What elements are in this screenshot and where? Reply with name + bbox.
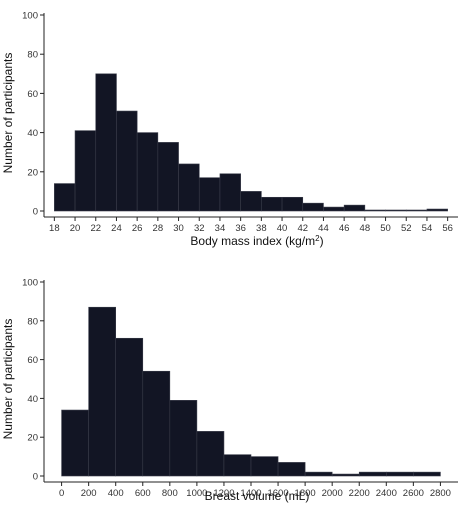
x-tick-label: 24 [111,223,122,234]
x-tick-label: 48 [360,223,371,234]
x-tick-label: 20 [70,223,81,234]
x-tick-label: 800 [162,488,178,499]
histogram-bar [169,400,198,477]
histogram-bar [302,202,324,212]
histogram-bar [277,462,306,477]
y-tick-label: 40 [27,128,38,139]
x-tick-label: 1600 [267,488,288,499]
histogram-bar [157,142,179,212]
x-tick-label: 46 [339,223,350,234]
histogram-bar [281,196,304,212]
x-tick-label: 36 [235,223,246,234]
histogram-bar [116,110,138,212]
histogram-bar [74,130,97,212]
y-tick-label: 60 [27,89,38,100]
histogram-bar [426,208,448,212]
x-tick-label: 200 [81,488,97,499]
histogram-bar [385,471,414,477]
y-axis-label: Number of participants [1,319,15,440]
x-tick-label: 34 [215,223,226,234]
y-tick-label: 40 [27,394,38,405]
histogram-bar [413,471,441,477]
x-tick-label: 1800 [295,488,316,499]
chart-panel-1: 0 20 40 60 80 100 18 20 22 24 26 28 30 32 34 36 38 40 42 44… [1,11,458,249]
y-tick-label: 100 [22,11,38,22]
x-tick-label: 26 [132,223,143,234]
histogram-bar [196,431,225,477]
x-tick-label: 600 [135,488,151,499]
histogram-bar [115,337,144,477]
x-axis-label: Body mass index (kg/m2) [190,234,323,249]
y-tick-label: 0 [33,207,38,218]
histogram-bar [198,177,221,212]
x-tick-label: 22 [90,223,101,234]
histogram-bar [219,173,241,212]
x-tick-label: 42 [297,223,308,234]
histogram-bar [88,306,117,477]
x-tick-label: 1000 [186,488,207,499]
x-tick-label: 50 [380,223,391,234]
histogram-bar [223,454,252,477]
histogram-bar [95,73,117,212]
histogram-bar [142,370,171,477]
y-tick-label: 100 [22,278,38,289]
x-tick-label: 54 [422,223,433,234]
histogram-bar [343,204,366,212]
x-tick-label: 56 [442,223,453,234]
histogram-bar [61,409,89,477]
histogram-bar [178,163,200,212]
histogram-bar [323,206,345,212]
y-tick-label: 80 [27,316,38,327]
y-tick-label: 80 [27,50,38,61]
x-tick-label: 0 [59,488,64,499]
x-tick-label: 30 [173,223,184,234]
x-tick-label: 2200 [349,488,370,499]
histogram-bar [240,191,262,212]
x-tick-label: 40 [277,223,288,234]
x-tick-label: 44 [318,223,329,234]
x-tick-label: 2000 [322,488,343,499]
x-tick-label: 1200 [213,488,234,499]
x-tick-label: 18 [49,223,60,234]
x-tick-label: 52 [401,223,412,234]
histogram-bar [331,473,360,477]
x-tick-label: 2400 [376,488,397,499]
y-tick-label: 60 [27,355,38,366]
y-tick-label: 20 [27,433,38,444]
x-tick-label: 2800 [430,488,451,499]
histogram-bar [54,183,76,212]
histogram-bar [304,471,333,477]
histogram-bar [358,471,387,477]
histogram-bar [385,209,407,212]
histogram-bar [261,196,283,212]
x-axis-label-superscript: 2 [315,234,320,243]
x-tick-label: 32 [194,223,205,234]
x-axis-label-end: ) [320,234,324,248]
histogram-bar [405,209,428,212]
x-tick-label: 1400 [240,488,261,499]
x-tick-label: 2600 [403,488,424,499]
histogram-bar [136,132,159,212]
y-tick-label: 0 [33,472,38,483]
x-tick-label: 28 [153,223,164,234]
y-tick-label: 20 [27,167,38,178]
x-tick-label: 38 [256,223,267,234]
x-tick-label: 400 [108,488,124,499]
histogram-bar [250,456,279,477]
x-axis-label: Breast volume (mL) [205,489,310,503]
y-axis-label: Number of participants [1,53,15,174]
histogram-bar [364,209,386,212]
